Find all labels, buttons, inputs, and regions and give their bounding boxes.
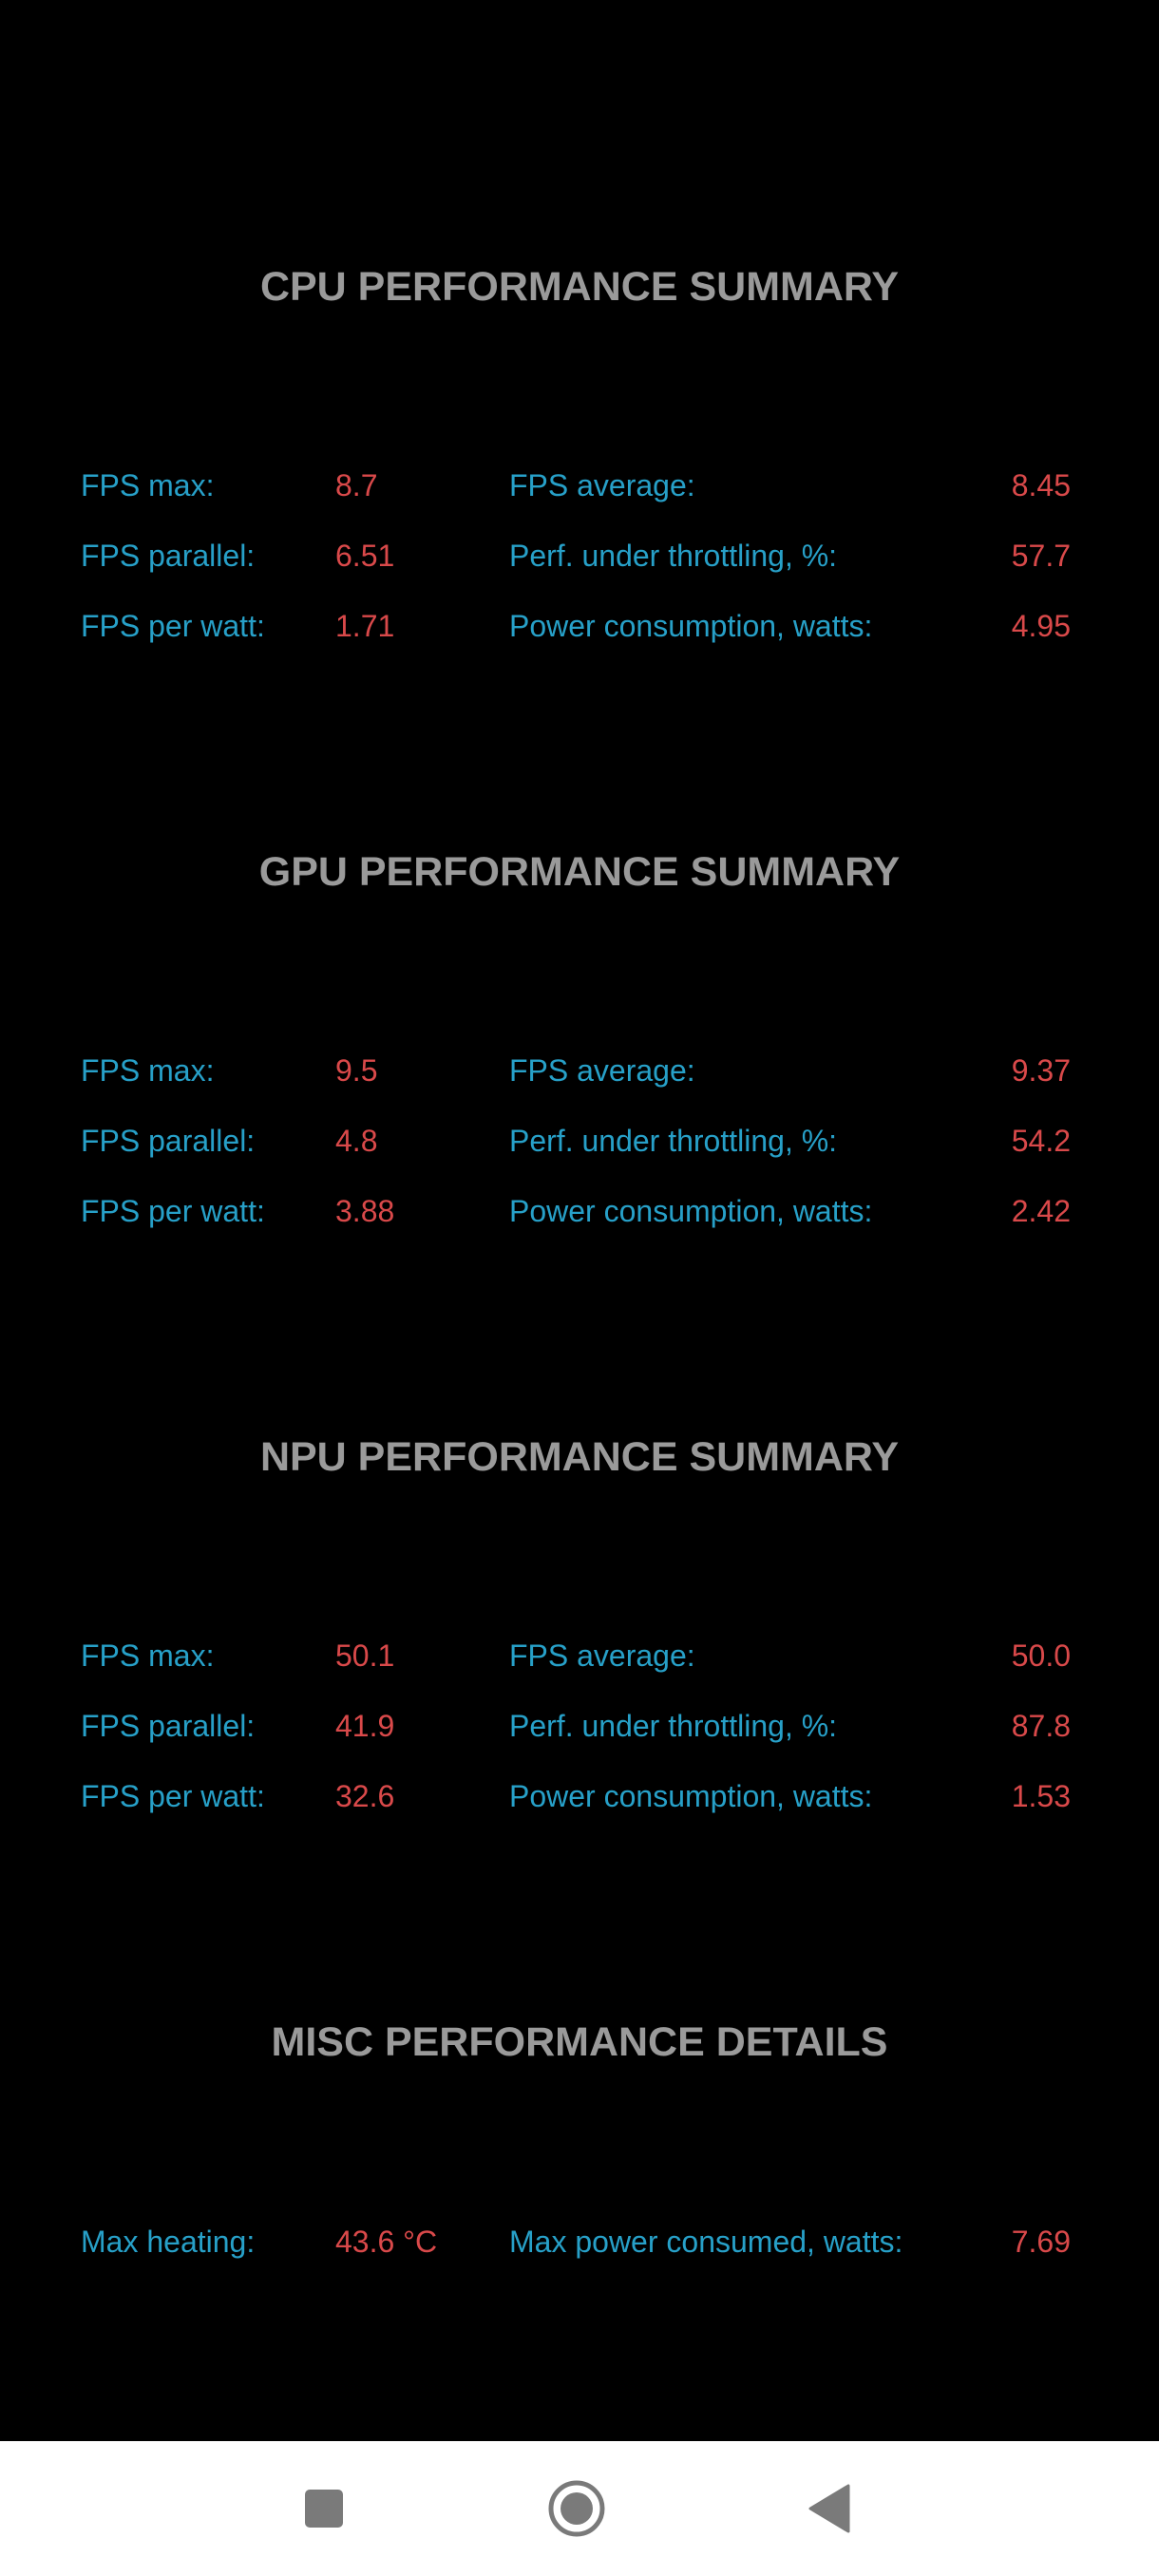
stat-row: FPS max: 8.7 FPS average: 8.45 xyxy=(0,457,1159,514)
stat-value: 2.42 xyxy=(1011,1194,1071,1228)
stat-row: FPS per watt: 3.88 Power consumption, wa… xyxy=(0,1183,1159,1240)
back-button[interactable] xyxy=(772,2441,886,2576)
stat-value: 8.7 xyxy=(335,468,378,502)
stat-value: 7.69 xyxy=(1011,2225,1071,2259)
stat-row: FPS per watt: 32.6 Power consumption, wa… xyxy=(0,1768,1159,1825)
stat-value: 54.2 xyxy=(1011,1124,1071,1158)
navigation-bar xyxy=(0,2441,1159,2576)
stat-row: FPS max: 50.1 FPS average: 50.0 xyxy=(0,1627,1159,1684)
home-button[interactable] xyxy=(520,2441,634,2576)
stat-label: FPS max: xyxy=(81,1053,215,1088)
stat-label: Perf. under throttling, %: xyxy=(509,539,838,573)
stat-label: Max power consumed, watts: xyxy=(509,2225,903,2259)
section-title: GPU PERFORMANCE SUMMARY xyxy=(258,849,901,895)
stat-value: 43.6 °C xyxy=(335,2225,438,2259)
stat-value: 3.88 xyxy=(335,1194,395,1228)
stat-value: 1.53 xyxy=(1011,1779,1071,1813)
stat-label: FPS per watt: xyxy=(81,1779,265,1813)
stat-value: 4.8 xyxy=(335,1124,378,1158)
stat-value: 57.7 xyxy=(1011,539,1071,573)
stat-value: 50.0 xyxy=(1011,1638,1071,1673)
stat-label: Power consumption, watts: xyxy=(509,1779,873,1813)
stat-label: Power consumption, watts: xyxy=(509,1194,873,1228)
section-title: CPU PERFORMANCE SUMMARY xyxy=(259,264,900,310)
stat-label: FPS parallel: xyxy=(81,1124,256,1158)
stat-label: FPS max: xyxy=(81,1638,215,1673)
stat-value: 32.6 xyxy=(335,1779,395,1813)
stat-label: FPS per watt: xyxy=(81,609,265,643)
stat-row: FPS parallel: 41.9 Perf. under throttlin… xyxy=(0,1697,1159,1754)
stat-value: 8.45 xyxy=(1011,468,1071,502)
stat-row: FPS parallel: 6.51 Perf. under throttlin… xyxy=(0,527,1159,584)
stat-label: Perf. under throttling, %: xyxy=(509,1709,838,1743)
stat-row: FPS max: 9.5 FPS average: 9.37 xyxy=(0,1042,1159,1099)
stat-label: FPS parallel: xyxy=(81,1709,256,1743)
section-title: NPU PERFORMANCE SUMMARY xyxy=(259,1434,900,1480)
stat-value: 4.95 xyxy=(1011,609,1071,643)
stat-row: FPS per watt: 1.71 Power consumption, wa… xyxy=(0,597,1159,654)
section-title: MISC PERFORMANCE DETAILS xyxy=(271,2019,888,2065)
back-triangle-icon xyxy=(808,2484,850,2533)
stat-label: FPS max: xyxy=(81,468,215,502)
stat-label: FPS per watt: xyxy=(81,1194,265,1228)
stat-row: Max heating: 43.6 °C Max power consumed,… xyxy=(0,2213,1159,2270)
stat-label: FPS average: xyxy=(509,1638,695,1673)
stat-label: FPS average: xyxy=(509,1053,695,1088)
performance-screen: CPU PERFORMANCE SUMMARY FPS max: 8.7 FPS… xyxy=(0,264,1159,2270)
stat-value: 41.9 xyxy=(335,1709,395,1743)
stat-value: 50.1 xyxy=(335,1638,395,1673)
stat-value: 87.8 xyxy=(1011,1709,1071,1743)
stat-value: 9.5 xyxy=(335,1053,378,1088)
home-circle-icon xyxy=(548,2480,605,2537)
stat-label: Power consumption, watts: xyxy=(509,609,873,643)
stat-label: FPS average: xyxy=(509,468,695,502)
stat-value: 6.51 xyxy=(335,539,395,573)
stat-value: 9.37 xyxy=(1011,1053,1071,1088)
stat-row: FPS parallel: 4.8 Perf. under throttling… xyxy=(0,1112,1159,1169)
square-icon xyxy=(305,2490,343,2528)
stat-label: Perf. under throttling, %: xyxy=(509,1124,838,1158)
stat-value: 1.71 xyxy=(335,609,395,643)
stat-label: FPS parallel: xyxy=(81,539,256,573)
recent-apps-button[interactable] xyxy=(267,2441,381,2576)
stat-label: Max heating: xyxy=(81,2225,256,2259)
